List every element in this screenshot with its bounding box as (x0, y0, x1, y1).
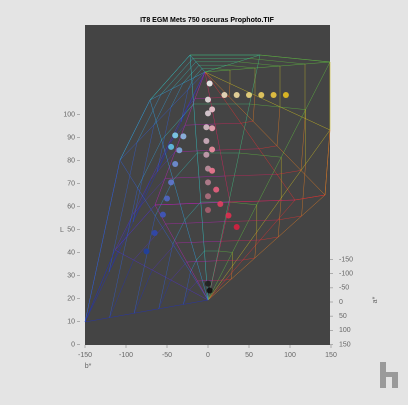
x-tick-label: 50 (245, 352, 253, 359)
point (205, 179, 211, 185)
point (205, 207, 211, 213)
z-tick-label: 0 (71, 341, 75, 348)
point (209, 168, 215, 174)
z-tick-label: 90 (67, 134, 75, 141)
point (176, 147, 182, 153)
point (221, 92, 227, 98)
x-tick-label: -50 (162, 352, 172, 359)
point (172, 161, 178, 167)
point (207, 81, 213, 87)
y-tick-label: 0 (339, 299, 343, 306)
z-tick-label: 50 (67, 226, 75, 233)
y-tick-label: 150 (339, 341, 351, 348)
point (246, 92, 252, 98)
z-tick-label: 80 (67, 157, 75, 164)
x-tick-label: -150 (78, 352, 92, 359)
point (213, 187, 219, 193)
point (283, 92, 289, 98)
z-tick-label: 10 (67, 318, 75, 325)
x-tick-label: 150 (325, 352, 337, 359)
point (234, 224, 240, 230)
y-axis-label: a* (372, 296, 379, 303)
point (164, 196, 170, 202)
y-tick-label: -100 (339, 271, 353, 278)
point (226, 212, 232, 218)
x-tick-label: -100 (119, 352, 133, 359)
point (209, 125, 215, 131)
point (152, 230, 158, 236)
z-tick-label: 30 (67, 272, 75, 279)
y-tick-label: -150 (339, 256, 353, 263)
point (234, 92, 240, 98)
point (271, 92, 277, 98)
point (258, 92, 264, 98)
y-tick-label: 100 (339, 327, 351, 334)
x-tick-label: 0 (206, 352, 210, 359)
point (144, 248, 150, 254)
y-tick-label: 50 (339, 313, 347, 320)
z-tick-label: 20 (67, 295, 75, 302)
point (160, 212, 166, 218)
z-tick-label: 100 (63, 111, 75, 118)
point (209, 106, 215, 112)
z-tick-label: 40 (67, 249, 75, 256)
point (203, 152, 209, 158)
z-tick-label: 60 (67, 203, 75, 210)
chart-title: IT8 EGM Mets 750 oscuras Prophoto.TIF (140, 17, 275, 24)
point (205, 281, 211, 287)
x-axis-label: b* (85, 363, 92, 370)
point (217, 201, 223, 207)
point (203, 124, 209, 130)
point (203, 138, 209, 144)
logo (380, 362, 398, 388)
z-tick-label: 70 (67, 180, 75, 187)
point (180, 133, 186, 139)
z-axis-label: L (60, 227, 64, 234)
x-tick-label: 100 (284, 352, 296, 359)
point (205, 193, 211, 199)
point (168, 144, 174, 150)
point (172, 132, 178, 138)
point (168, 179, 174, 185)
point (207, 288, 213, 294)
point (209, 146, 215, 152)
y-tick-label: -50 (339, 285, 349, 292)
point (205, 97, 211, 103)
